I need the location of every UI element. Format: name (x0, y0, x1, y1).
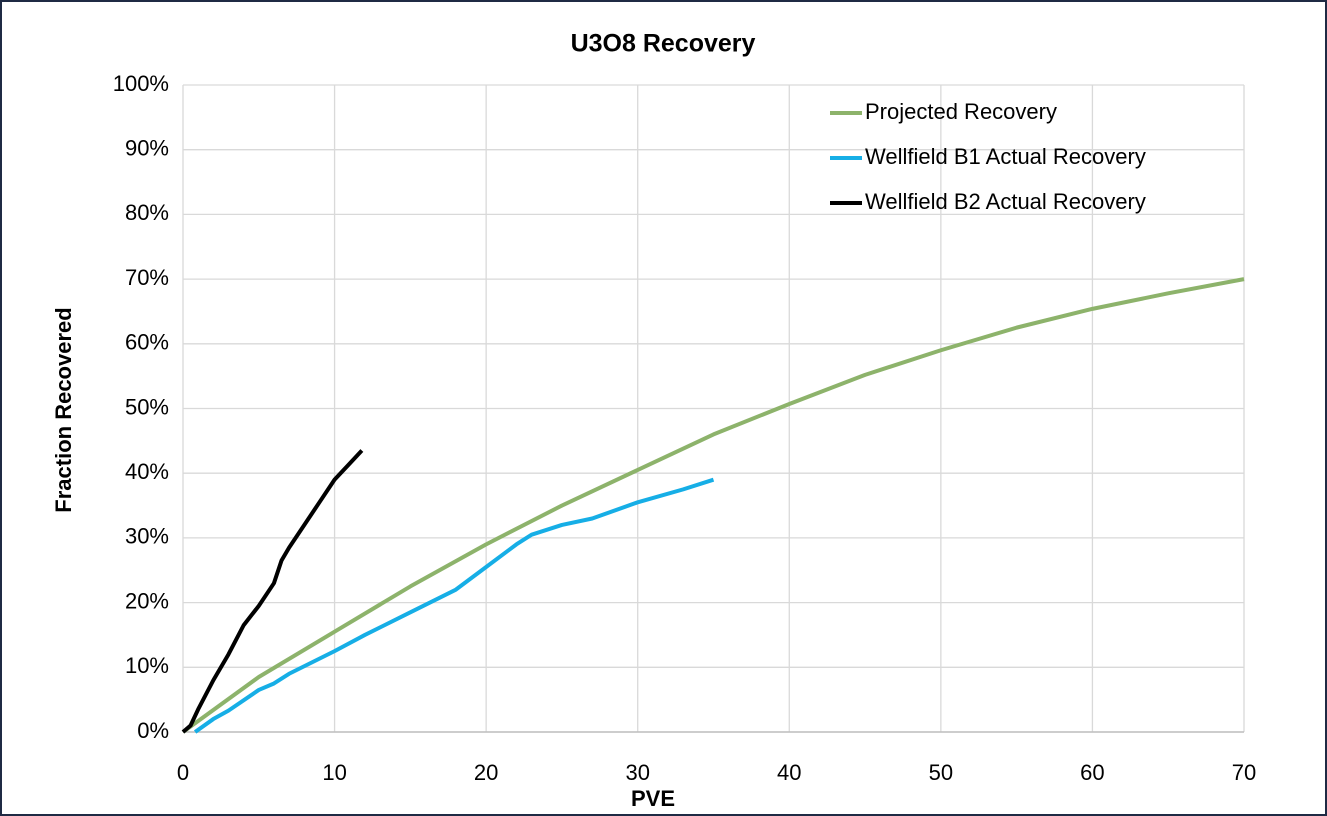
y-axis-label: Fraction Recovered (51, 307, 76, 512)
y-tick-label: 100% (113, 71, 169, 96)
legend-label: Wellfield B2 Actual Recovery (865, 189, 1146, 214)
y-tick-label: 40% (125, 459, 169, 484)
x-tick-label: 0 (177, 760, 189, 785)
y-tick-label: 30% (125, 524, 169, 549)
y-tick-label: 60% (125, 330, 169, 355)
y-tick-label: 80% (125, 200, 169, 225)
x-tick-label: 30 (625, 760, 649, 785)
x-tick-label: 50 (929, 760, 953, 785)
legend-label: Wellfield B1 Actual Recovery (865, 144, 1146, 169)
chart-title: U3O8 Recovery (571, 30, 756, 58)
y-tick-label: 70% (125, 265, 169, 290)
series-line (193, 477, 715, 734)
series-line (181, 449, 364, 734)
y-tick-label: 50% (125, 394, 169, 419)
x-axis-label: PVE (631, 786, 675, 811)
y-tick-label: 10% (125, 653, 169, 678)
x-tick-label: 10 (322, 760, 346, 785)
x-tick-label: 40 (777, 760, 801, 785)
series-line (181, 277, 1245, 734)
x-tick-label: 70 (1232, 760, 1256, 785)
x-tick-label: 60 (1080, 760, 1104, 785)
legend-label: Projected Recovery (865, 99, 1057, 124)
x-tick-label: 20 (474, 760, 498, 785)
y-tick-label: 0% (137, 718, 169, 743)
y-tick-label: 20% (125, 588, 169, 613)
y-tick-label: 90% (125, 136, 169, 161)
